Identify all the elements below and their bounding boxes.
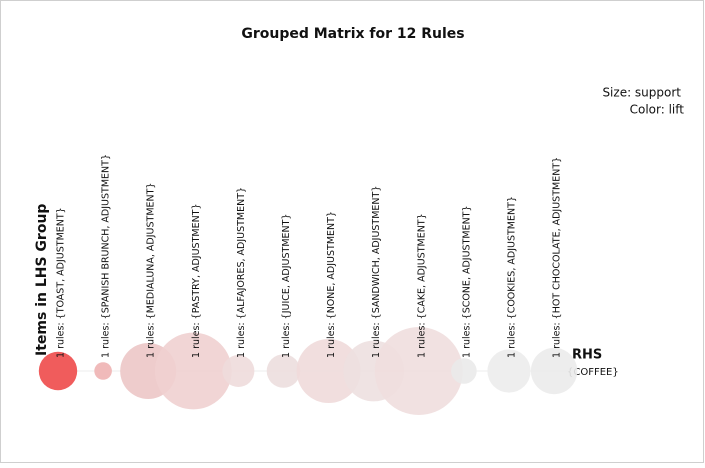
bubble	[296, 339, 361, 403]
color-legend: Color: lift	[630, 103, 685, 117]
lhs-label: 1 rules: {SANDWICH, ADJUSTMENT}	[371, 186, 382, 358]
lhs-label: 1 rules: {CAKE, ADJUSTMENT}	[416, 213, 427, 358]
lhs-label: 1 rules: {JUICE, ADJUSTMENT}	[281, 214, 292, 358]
bubble	[222, 355, 255, 387]
chart-title: Grouped Matrix for 12 Rules	[241, 26, 464, 42]
lhs-label: 1 rules: {SCONE, ADJUSTMENT}	[461, 205, 472, 358]
rhs-title: RHS	[572, 348, 602, 363]
lhs-label: 1 rules: {NONE, ADJUSTMENT}	[326, 211, 337, 358]
bubble	[154, 332, 232, 410]
lhs-label: 1 rules: {SPANISH BRUNCH, ADJUSTMENT}	[101, 154, 112, 358]
bubble	[487, 349, 531, 393]
bubble	[451, 358, 477, 384]
y-axis-label: Items in LHS Group	[34, 204, 50, 356]
bubble	[94, 362, 112, 380]
lhs-label: 1 rules: {COOKIES, ADJUSTMENT}	[507, 196, 518, 358]
lhs-label: 1 rules: {HOT CHOCOLATE, ADJUSTMENT}	[552, 157, 563, 358]
size-legend: Size: support	[602, 86, 681, 100]
lhs-label: 1 rules: {ALFAJORES, ADJUSTMENT}	[236, 187, 247, 358]
lhs-label: 1 rules: {TOAST, ADJUSTMENT}	[56, 207, 67, 358]
bubble	[38, 351, 78, 391]
bubble	[530, 347, 578, 395]
lhs-label: 1 rules: {PASTRY, ADJUSTMENT}	[191, 203, 202, 358]
lhs-label: 1 rules: {MEDIALUNA, ADJUSTMENT}	[146, 183, 157, 358]
rhs-item: {COFFEE}	[567, 367, 619, 378]
bubble	[374, 327, 463, 415]
bubble	[266, 354, 301, 388]
